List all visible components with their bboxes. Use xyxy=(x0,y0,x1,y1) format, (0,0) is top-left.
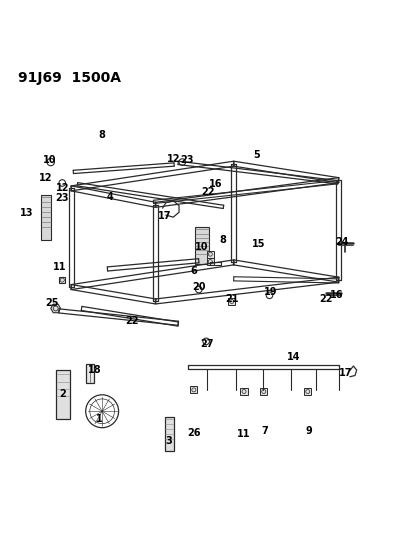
Text: 22: 22 xyxy=(201,188,214,198)
Text: 27: 27 xyxy=(200,339,213,349)
Bar xyxy=(56,370,69,419)
Text: 13: 13 xyxy=(20,208,33,218)
Text: 16: 16 xyxy=(208,179,221,189)
Text: 2: 2 xyxy=(59,389,66,399)
Text: 24: 24 xyxy=(334,237,348,247)
Text: 12: 12 xyxy=(39,173,52,183)
Text: 4: 4 xyxy=(107,192,114,203)
Text: 23: 23 xyxy=(180,155,194,165)
Text: 9: 9 xyxy=(305,426,311,436)
Bar xyxy=(259,388,267,395)
Text: 15: 15 xyxy=(251,239,264,249)
Bar xyxy=(41,195,51,240)
Text: 10: 10 xyxy=(43,155,57,165)
Bar xyxy=(206,258,214,265)
Bar xyxy=(195,227,208,264)
Bar xyxy=(206,251,214,258)
Text: 12: 12 xyxy=(166,154,180,164)
Text: 3: 3 xyxy=(165,437,172,446)
Text: 10: 10 xyxy=(195,242,208,252)
Bar xyxy=(190,386,197,393)
Text: 17: 17 xyxy=(338,368,352,378)
Text: 22: 22 xyxy=(125,316,139,326)
Text: 23: 23 xyxy=(55,193,69,203)
Bar xyxy=(228,298,235,305)
Text: 91J69  1500A: 91J69 1500A xyxy=(18,71,121,85)
Polygon shape xyxy=(51,304,60,313)
Text: 8: 8 xyxy=(218,235,225,245)
Text: 21: 21 xyxy=(225,294,239,304)
Text: 11: 11 xyxy=(53,262,66,272)
Bar xyxy=(240,388,247,395)
Text: 8: 8 xyxy=(98,130,105,140)
Text: 25: 25 xyxy=(45,298,58,308)
Bar xyxy=(59,277,65,283)
Text: 17: 17 xyxy=(158,211,171,221)
Text: 18: 18 xyxy=(88,365,102,375)
Text: 1: 1 xyxy=(96,415,102,424)
Text: 12: 12 xyxy=(55,183,69,193)
Text: 26: 26 xyxy=(187,428,200,438)
Text: 19: 19 xyxy=(263,287,277,297)
Text: 14: 14 xyxy=(287,352,300,362)
Text: 11: 11 xyxy=(237,429,250,439)
Bar xyxy=(164,417,173,451)
Text: 20: 20 xyxy=(192,282,205,292)
Text: 5: 5 xyxy=(252,150,259,160)
Text: 6: 6 xyxy=(190,265,197,276)
Bar xyxy=(86,364,93,383)
Text: 7: 7 xyxy=(261,426,267,436)
Bar xyxy=(304,388,311,395)
Text: 16: 16 xyxy=(329,290,342,300)
Text: 22: 22 xyxy=(319,294,332,304)
